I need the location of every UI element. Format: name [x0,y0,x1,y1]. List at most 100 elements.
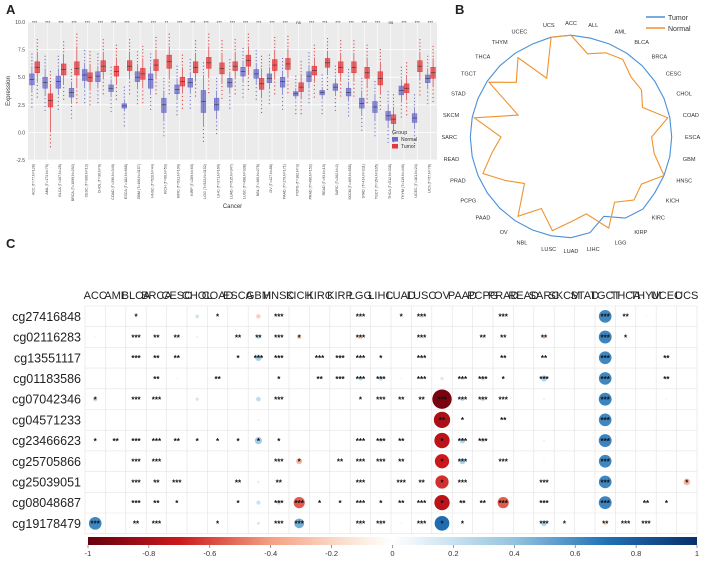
outlier-point [334,109,336,111]
outlier-point [110,76,112,78]
outlier-point [379,49,381,51]
correlation-dot [665,501,668,504]
outlier-point [387,141,389,143]
outlier-point [150,60,152,62]
correlation-dot [237,502,239,504]
significance-star: *** [478,437,488,446]
panel-label-a: A [6,2,16,17]
significance-star: * [440,458,444,467]
correlation-dot [196,522,198,524]
outlier-point [208,43,210,45]
outlier-point [194,46,197,48]
outlier-point [287,84,289,86]
outlier-point [115,98,118,100]
significance-star: ** [398,437,405,446]
outlier-point [202,68,205,71]
significance-label: *** [151,20,157,25]
outlier-point [353,91,355,93]
radar-axis-label: CESC [666,72,682,78]
radar-axis-label: BLCA [634,40,649,46]
correlation-dot [542,501,546,504]
outlier-point [321,105,323,107]
outlier-point [392,97,395,99]
outlier-point [260,58,263,61]
outlier-point [326,37,329,40]
outlier-point [295,75,297,77]
significance-star: *** [356,478,366,487]
outlier-point [353,87,355,89]
significance-star: *** [131,478,141,487]
outlier-point [49,77,52,79]
heatmap-column-label: ESCA [223,290,254,302]
outlier-point [63,94,65,97]
significance-star: *** [356,437,366,446]
significance-star: * [440,437,444,446]
significance-star: ** [663,375,670,384]
significance-star: *** [478,395,488,404]
outlier-point [361,77,363,79]
outlier-point [255,56,257,58]
outlier-point [129,49,131,51]
outlier-point [49,71,52,73]
outlier-point [142,98,144,100]
significance-star: *** [91,520,101,529]
outlier-point [102,85,104,87]
outlier-point [31,98,33,100]
outlier-point [242,84,244,87]
outlier-point [406,68,408,71]
correlation-dot [482,460,484,462]
outlier-point [300,61,302,63]
correlation-dot [440,376,444,380]
outlier-point [268,64,271,66]
significance-star: *** [356,458,366,467]
outlier-point [216,77,218,79]
outlier-point [308,94,310,96]
outlier-point [374,84,376,86]
significance-star: * [216,437,220,446]
significance-star: ** [398,499,405,508]
correlation-dot [434,516,450,531]
outlier-point [142,90,144,92]
y-tick-label: 5.0 [18,75,25,81]
outlier-point [57,65,59,67]
correlation-dot [542,335,546,339]
outlier-point [268,99,271,101]
outlier-point [353,46,355,48]
significance-star: * [400,313,404,322]
outlier-point [123,89,125,92]
significance-label: *** [217,20,223,25]
x-tick-label: SKCM (T=469,N=558) [348,164,352,200]
correlation-dot [434,454,450,469]
outlier-point [36,49,38,51]
outlier-point [89,100,91,102]
outlier-point [123,113,125,115]
outlier-point [347,75,350,77]
outlier-point [63,47,65,50]
outlier-point [89,104,91,106]
significance-star: *** [131,354,141,363]
outlier-point [406,62,408,64]
outlier-point [216,132,218,135]
outlier-point [57,108,59,110]
outlier-point [432,97,434,99]
correlation-dot [432,389,452,409]
x-tick-label: KIRP (T=289,N=60) [190,164,194,196]
correlation-dot [93,439,97,442]
outlier-point [36,39,38,41]
correlation-dot [420,377,424,380]
x-tick-label: PAAD (T=179,N=171) [282,164,286,199]
heatmap-column-label: GBM [246,290,271,302]
significance-label: *** [124,20,130,25]
significance-star: *** [499,499,509,508]
outlier-point [44,55,46,57]
significance-star: * [236,354,240,363]
correlation-dot [359,480,362,483]
x-tick-label: SARC (T=262,N=2) [335,164,339,195]
significance-star: *** [131,499,141,508]
correlation-dot [400,398,402,400]
significance-star: ** [418,395,425,404]
correlation-dot [598,475,612,489]
outlier-point [287,39,289,41]
outlier-point [313,84,315,87]
correlation-dot [134,521,138,525]
